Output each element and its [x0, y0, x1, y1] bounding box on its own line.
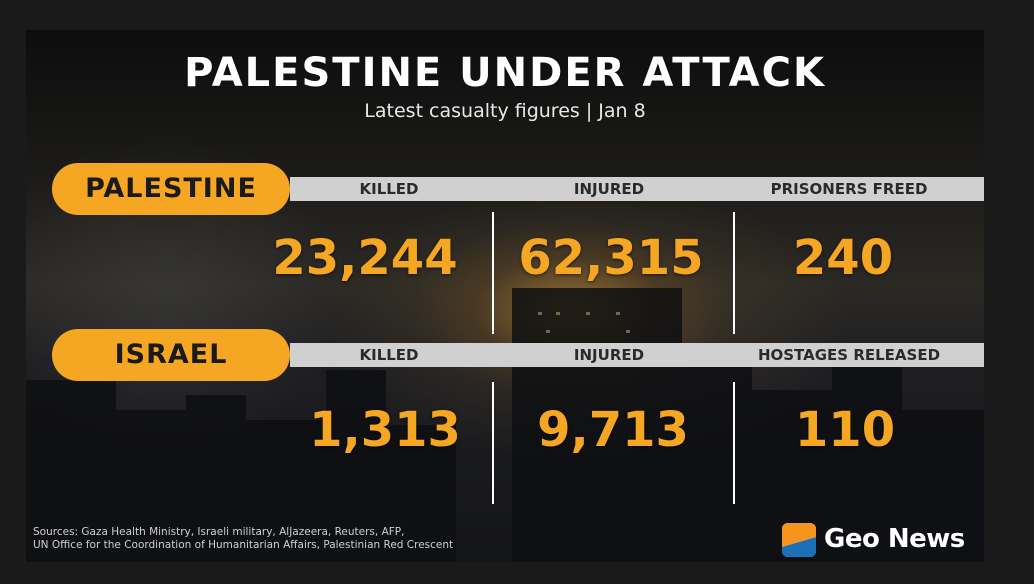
israel-header-band [290, 343, 984, 367]
israel-killed-value: 1,313 [309, 402, 461, 458]
city-skyline-background [26, 288, 984, 562]
israel-divider-1 [492, 382, 494, 504]
sources-note: Sources: Gaza Health Ministry, Israeli m… [33, 526, 593, 552]
infographic-card: PALESTINE UNDER ATTACK Latest casualty f… [26, 30, 984, 562]
palestine-label-pill: PALESTINE [52, 163, 290, 215]
page-title: PALESTINE UNDER ATTACK [184, 50, 826, 96]
palestine-divider-1 [492, 212, 494, 334]
palestine-col-prisoners: PRISONERS FREED [770, 180, 928, 198]
palestine-col-killed: KILLED [359, 180, 419, 198]
sources-line-1: Sources: Gaza Health Ministry, Israeli m… [33, 526, 405, 538]
israel-col-hostages: HOSTAGES RELEASED [757, 346, 941, 364]
sources-line-2: UN Office for the Coordination of Humani… [33, 539, 454, 551]
israel-label-pill: ISRAEL [52, 329, 290, 381]
israel-injured-value: 9,713 [537, 402, 689, 458]
palestine-col-injured: INJURED [573, 180, 645, 198]
palestine-header-band [290, 177, 984, 201]
palestine-killed-value: 23,244 [272, 230, 458, 286]
geo-news-logo-text: Geo News [824, 524, 965, 554]
palestine-injured-value: 62,315 [518, 230, 704, 286]
geo-news-logo-icon [782, 523, 816, 557]
israel-col-injured: INJURED [573, 346, 645, 364]
geo-news-logo: Geo News [782, 522, 972, 558]
israel-col-killed: KILLED [359, 346, 419, 364]
palestine-divider-2 [733, 212, 735, 334]
israel-divider-2 [733, 382, 735, 504]
page-subtitle: Latest casualty figures | Jan 8 [364, 100, 646, 122]
palestine-prisoners-value: 240 [792, 230, 894, 286]
israel-hostages-value: 110 [794, 402, 896, 458]
